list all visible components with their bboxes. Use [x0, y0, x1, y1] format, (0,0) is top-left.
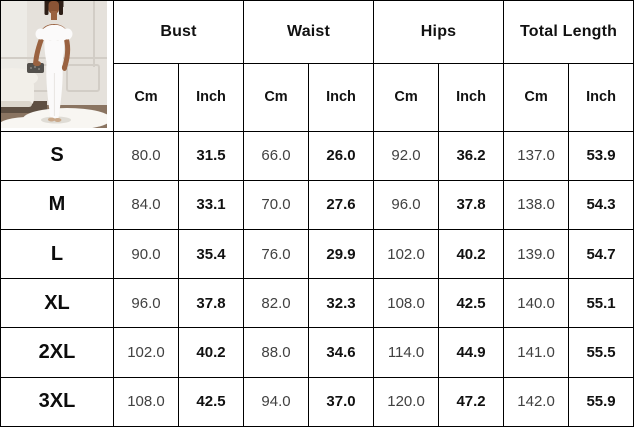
table-row-l: L 90.0 35.4 76.0 29.9 102.0 40.2 139.0 5…	[0, 229, 634, 280]
hair-left	[44, 1, 49, 15]
measurement-value: 47.2	[438, 376, 505, 427]
measurement-value: 96.0	[373, 179, 440, 231]
measurement-value: 29.9	[308, 229, 375, 280]
measurement-value: 37.8	[177, 278, 245, 329]
face	[48, 1, 59, 14]
measurement-value: 37.8	[438, 179, 505, 231]
table-row-xl: XL 96.0 37.8 82.0 32.3 108.0 42.5 140.0 …	[0, 278, 634, 329]
measurement-value: 27.6	[308, 179, 375, 231]
measurement-value: 90.0	[113, 229, 179, 280]
unit-header-hips-cm: Cm	[373, 63, 440, 132]
col-group-total-length: Total Length	[503, 0, 634, 65]
measurement-value: 138.0	[503, 179, 570, 231]
bodice	[44, 38, 65, 62]
measurement-value: 140.0	[503, 278, 570, 329]
measurement-value: 32.3	[308, 278, 375, 329]
measurement-value: 54.7	[568, 229, 634, 280]
measurement-value: 120.0	[373, 376, 440, 427]
unit-header-length-cm: Cm	[503, 63, 570, 132]
sofa	[1, 68, 38, 107]
measurement-value: 26.0	[308, 130, 375, 181]
measurement-value: 94.0	[243, 376, 310, 427]
size-label: 3XL	[0, 376, 114, 427]
measurement-value: 66.0	[243, 130, 310, 181]
measurement-value: 40.2	[438, 229, 505, 280]
measurement-value: 102.0	[373, 229, 440, 280]
product-photo	[1, 1, 107, 128]
measurement-value: 88.0	[243, 327, 310, 378]
measurement-value: 84.0	[113, 179, 179, 231]
measurement-value: 44.9	[438, 327, 505, 378]
measurement-value: 70.0	[243, 179, 310, 231]
neck	[51, 11, 57, 20]
measurement-value: 108.0	[113, 376, 179, 427]
shoe-right	[54, 118, 62, 122]
measurement-value: 55.9	[568, 376, 634, 427]
measurement-value: 37.0	[308, 376, 375, 427]
size-label: L	[0, 229, 114, 280]
size-label: XL	[0, 278, 114, 329]
measurement-value: 55.1	[568, 278, 634, 329]
unit-header-waist-cm: Cm	[243, 63, 310, 132]
size-label: 2XL	[0, 327, 114, 378]
size-label: S	[0, 130, 114, 181]
measurement-value: 42.5	[177, 376, 245, 427]
measurement-value: 42.5	[438, 278, 505, 329]
measurement-value: 54.3	[568, 179, 634, 231]
table-row-s: S 80.0 31.5 66.0 26.0 92.0 36.2 137.0 53…	[0, 130, 634, 181]
measurement-value: 76.0	[243, 229, 310, 280]
measurement-value: 142.0	[503, 376, 570, 427]
measurement-value: 35.4	[177, 229, 245, 280]
product-photo-cell	[0, 0, 114, 132]
measurement-value: 102.0	[113, 327, 179, 378]
unit-header-bust-inch: Inch	[177, 63, 245, 132]
col-group-hips: Hips	[373, 0, 505, 65]
table-row-m: M 84.0 33.1 70.0 27.6 96.0 37.8 138.0 54…	[0, 179, 634, 231]
unit-header-hips-inch: Inch	[438, 63, 505, 132]
col-group-bust: Bust	[112, 0, 245, 65]
measurement-value: 36.2	[438, 130, 505, 181]
measurement-value: 33.1	[177, 179, 245, 231]
measurement-value: 92.0	[373, 130, 440, 181]
fur-rug	[1, 108, 107, 128]
size-label: M	[0, 179, 114, 231]
col-group-waist: Waist	[243, 0, 375, 65]
unit-header-bust-cm: Cm	[113, 63, 179, 132]
measurement-value: 55.5	[568, 327, 634, 378]
unit-header-waist-inch: Inch	[308, 63, 375, 132]
left-hand	[33, 60, 41, 67]
measurement-value: 34.6	[308, 327, 375, 378]
measurement-value: 82.0	[243, 278, 310, 329]
measurement-value: 96.0	[113, 278, 179, 329]
hair-right	[59, 1, 63, 15]
measurement-value: 114.0	[373, 327, 440, 378]
measurement-value: 137.0	[503, 130, 570, 181]
measurement-value: 139.0	[503, 229, 570, 280]
table-row-3xl: 3XL 108.0 42.5 94.0 37.0 120.0 47.2 142.…	[0, 376, 634, 427]
wall-panel-right	[66, 64, 100, 92]
wall-seam	[93, 1, 95, 67]
shoe-left	[47, 117, 56, 122]
measurement-value: 141.0	[503, 327, 570, 378]
clutch-bag	[27, 63, 44, 73]
ruffle-top	[39, 24, 69, 42]
model-figure	[27, 1, 73, 122]
measurement-value: 31.5	[177, 130, 245, 181]
measurement-value: 40.2	[177, 327, 245, 378]
measurement-value: 80.0	[113, 130, 179, 181]
measurement-value: 53.9	[568, 130, 634, 181]
right-hand	[61, 64, 68, 71]
table-row-2xl: 2XL 102.0 40.2 88.0 34.6 114.0 44.9 141.…	[0, 327, 634, 378]
measurement-value: 108.0	[373, 278, 440, 329]
unit-header-length-inch: Inch	[568, 63, 634, 132]
